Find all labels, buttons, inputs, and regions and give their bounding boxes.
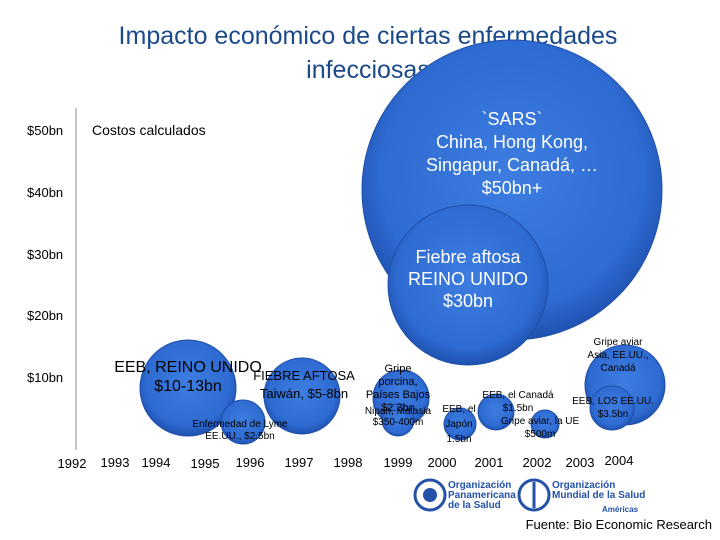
bubble-label: $30bn — [443, 291, 493, 311]
logo-text: de la Salud — [448, 500, 501, 511]
bubble — [139, 339, 237, 437]
bubble-label: Nipah, Malasia — [365, 406, 432, 417]
x-label: 1997 — [285, 455, 314, 470]
bubble-label: $2.3bn — [381, 402, 415, 414]
bubble-label: Gripe aviar — [594, 337, 644, 348]
x-label: 1996 — [236, 455, 265, 470]
bubble — [220, 399, 266, 445]
bubble — [589, 385, 635, 431]
x-label: 2002 — [523, 455, 552, 470]
bubble-label: Japón — [445, 419, 472, 430]
bubble-label: EEB, el Canadá — [482, 390, 554, 401]
bubble-label: EEB, REINO UNIDO — [114, 359, 262, 376]
bubble-label: Singapur, Canadá, … — [426, 155, 598, 175]
bubble-label: $1.5bn — [503, 403, 534, 414]
y-label: $20bn — [27, 308, 63, 323]
bubble-label: EE.UU., $2.5bn — [205, 431, 274, 442]
legend-box — [80, 116, 370, 142]
bubble-label: Gripe aviar, la UE — [501, 416, 580, 427]
bubble — [477, 393, 515, 431]
x-label: 1995 — [191, 456, 220, 471]
bubble-label: Enfermedad de Lyme — [192, 419, 288, 430]
bubble-label: China, Hong Kong, — [436, 132, 588, 152]
logo-text: Organización — [552, 480, 615, 491]
source: Fuente: Bio Economic Research — [526, 517, 712, 532]
bubble — [443, 407, 477, 441]
logo-ops — [413, 478, 447, 512]
bubble-label: Canadá — [600, 363, 635, 374]
bubble-label: $3.5bn — [598, 409, 629, 420]
bubble — [381, 403, 415, 437]
x-label: 1992 — [58, 456, 87, 471]
x-label: 2000 — [428, 455, 457, 470]
title: infecciosas — [306, 56, 430, 84]
bubble-label: Gripe — [385, 363, 412, 375]
x-label: 1993 — [101, 455, 130, 470]
bubble-label: 1.5bn — [446, 434, 471, 445]
bubble-label: $50bn+ — [482, 178, 543, 198]
bubble-label: REINO UNIDO — [408, 269, 528, 289]
bubble-label: porcina, — [378, 376, 417, 388]
y-label: $40bn — [27, 185, 63, 200]
y-label: $30bn — [27, 247, 63, 262]
x-label: 1994 — [142, 455, 171, 470]
logo-sub: Américas — [602, 505, 639, 514]
logo-text: Panamericana — [448, 490, 516, 501]
x-label: 2003 — [566, 455, 595, 470]
y-label: $50bn — [27, 123, 63, 138]
bubble — [263, 357, 341, 435]
bubble-label: Asia, EE.UU., — [587, 350, 648, 361]
legend-label: Costos calculados — [92, 122, 206, 138]
bubble — [387, 204, 549, 366]
y-label: $10bn — [27, 370, 63, 385]
logo-text: Mundial de la Salud — [552, 490, 645, 501]
x-label: 1998 — [334, 455, 363, 470]
x-label: 1999 — [384, 455, 413, 470]
bubble-label: FIEBRE AFTOSA — [253, 368, 355, 383]
bubble-label: Taiwán, $5-8bn — [260, 386, 348, 401]
bubble-label: `SARS` — [481, 109, 542, 129]
x-label: 2004 — [605, 453, 634, 468]
bubble-label: EEB, LOS EE.UU. — [572, 396, 654, 407]
x-label: 2001 — [475, 455, 504, 470]
bubble-label: Países Bajos — [366, 389, 431, 401]
logo-oms — [517, 478, 551, 512]
bubble-label: $350-400m — [373, 417, 424, 428]
bubble-label: $10-13bn — [154, 378, 222, 395]
bubble — [530, 409, 560, 439]
bubble-label: EEB, el — [442, 404, 475, 415]
bubble-label: Fiebre aftosa — [415, 247, 521, 267]
logo-text: Organización — [448, 480, 511, 491]
bubble-label: $500m — [525, 429, 556, 440]
